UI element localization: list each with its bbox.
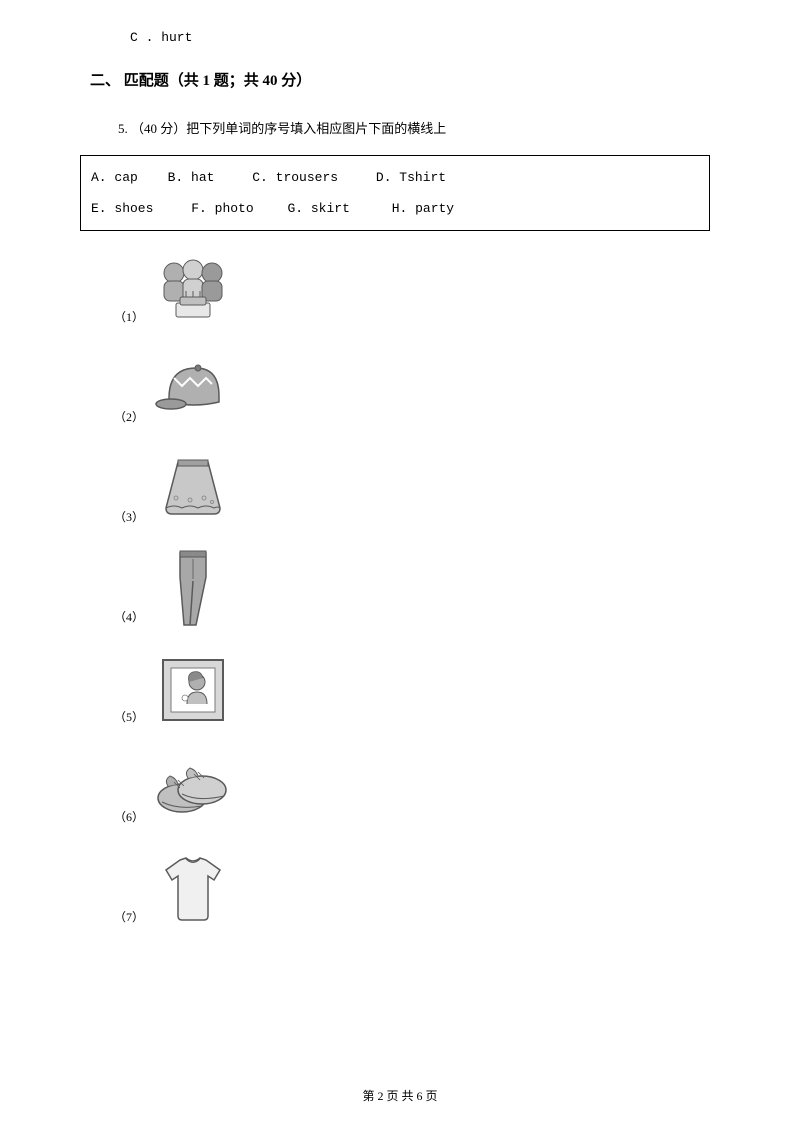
page-footer: 第 2 页 共 6 页 [0,1087,800,1104]
option-c: C. trousers [252,170,338,185]
item-1-number: （1） [114,308,144,329]
option-f: F. photo [191,201,253,216]
option-d: D. Tshirt [376,170,446,185]
item-3-number: （3） [114,508,144,529]
party-children-icon [154,251,232,329]
question-5-text: 5. （40 分）把下列单词的序号填入相应图片下面的横线上 [118,118,720,137]
item-3: （3） [114,451,720,529]
answer-option-c: C . hurt [130,30,720,45]
item-6: （6） [114,751,720,829]
trousers-icon [154,551,232,629]
item-2: （2） [114,351,720,429]
item-1: （1） [114,251,720,329]
item-4-number: （4） [114,608,144,629]
skirt-icon [154,451,232,529]
shoes-icon [154,751,232,829]
item-5: （5） [114,651,720,729]
options-box: A. cap B. hat C. trousers D. Tshirt E. s… [80,155,710,231]
option-g: G. skirt [287,201,349,216]
option-b: B. hat [168,170,215,185]
item-4: （4） [114,551,720,629]
item-7-number: （7） [114,908,144,929]
item-2-number: （2） [114,408,144,429]
item-7: （7） [114,851,720,929]
item-5-number: （5） [114,708,144,729]
option-a: A. cap [91,170,138,185]
option-e: E. shoes [91,201,153,216]
option-h: H. party [392,201,454,216]
section-header: 二、 匹配题（共 1 题；共 40 分） [90,69,720,90]
photo-frame-icon [154,651,232,729]
tshirt-icon [154,851,232,929]
cap-icon [154,351,232,429]
item-6-number: （6） [114,808,144,829]
